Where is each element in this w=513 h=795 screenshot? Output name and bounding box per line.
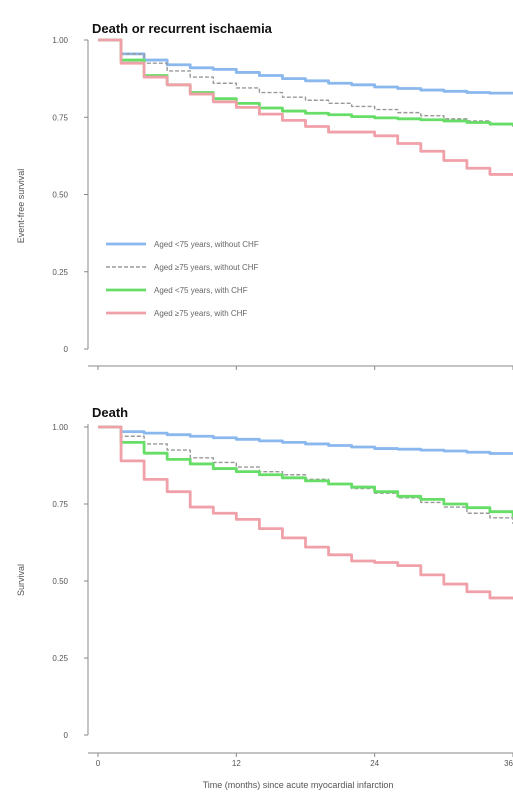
bottom-x-axis-label: Time (months) since acute myocardial inf…: [203, 780, 394, 790]
bottom-y-tick-label: 1.00: [52, 423, 68, 432]
bottom-x-tick-label: 12: [232, 759, 241, 768]
top-series-line-1: [98, 39, 513, 128]
top-series-line-0: [98, 38, 513, 95]
bottom-y-axis-label: Survival: [16, 564, 26, 596]
top-y-tick-label: 0.25: [52, 268, 68, 277]
panel-top: Death or recurrent ischaemia Event-free …: [16, 21, 513, 370]
bottom-y-tick-label: 0: [64, 731, 69, 740]
top-y-tick-label: 0.50: [52, 191, 68, 200]
top-series-line-2: [98, 38, 513, 126]
bottom-y-tick-label: 0.25: [52, 654, 68, 663]
legend-label-3: Aged ≥75 years, with CHF: [154, 309, 247, 318]
top-chart-title: Death or recurrent ischaemia: [92, 21, 273, 36]
top-legend: Aged <75 years, without CHF Aged ≥75 year…: [106, 240, 259, 318]
bottom-x-tick-label: 36: [504, 759, 513, 768]
legend-label-1: Aged ≥75 years, without CHF: [154, 263, 259, 272]
legend-label-0: Aged <75 years, without CHF: [154, 240, 259, 249]
legend-label-2: Aged <75 years, with CHF: [154, 286, 248, 295]
top-y-tick-label: 0: [64, 345, 69, 354]
bottom-x-tick-label: 24: [370, 759, 379, 768]
panel-bottom: Death Survival 0 0.25 0.50 0.75 1.00 0 12 24 36…: [16, 405, 513, 790]
top-y-axis-label: Event-free survival: [16, 169, 26, 244]
bottom-series-line-2: [98, 425, 513, 517]
top-y-tick-label: 0.75: [52, 113, 68, 122]
bottom-y-tick-label: 0.75: [52, 500, 68, 509]
bottom-y-tick-label: 0.50: [52, 577, 68, 586]
bottom-series-line-0: [98, 425, 513, 455]
bottom-series-line-3: [98, 425, 513, 600]
top-series-line-3: [98, 38, 513, 176]
top-y-tick-label: 1.00: [52, 36, 68, 45]
bottom-x-tick-label: 0: [96, 759, 101, 768]
bottom-chart-title: Death: [92, 405, 128, 420]
